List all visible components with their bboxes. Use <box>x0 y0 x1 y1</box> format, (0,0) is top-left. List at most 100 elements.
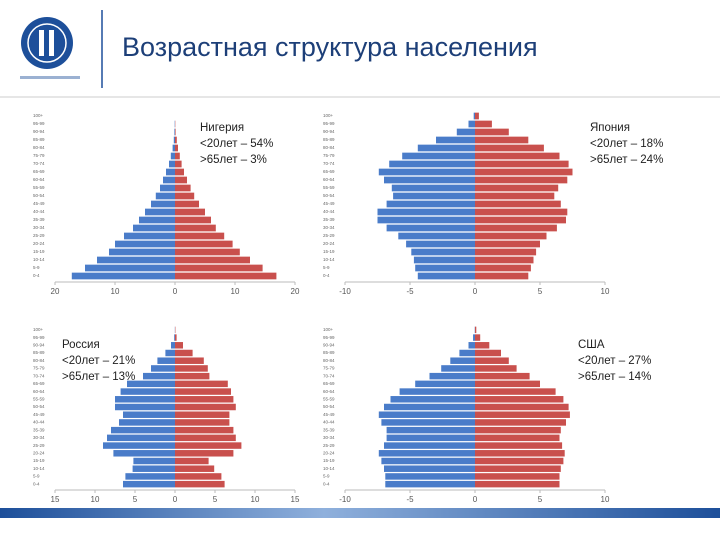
age-label: 25-29 <box>33 443 45 448</box>
bar <box>386 426 475 434</box>
bar <box>475 136 529 144</box>
bar <box>125 473 175 480</box>
bar <box>475 128 509 136</box>
x-tick-label: 5 <box>133 495 138 504</box>
bar <box>175 342 183 349</box>
age-label: 15-19 <box>323 249 335 254</box>
age-label: 15-19 <box>33 458 45 463</box>
age-label: 30-34 <box>33 435 45 440</box>
chart-note: >65лет – 13% <box>62 371 135 383</box>
bar <box>475 403 569 411</box>
bar <box>151 200 175 208</box>
x-tick-label: -10 <box>339 495 351 504</box>
bar <box>115 396 175 403</box>
age-label: 90-94 <box>33 129 45 134</box>
bar <box>175 426 234 434</box>
bar <box>386 200 475 208</box>
age-label: 20-24 <box>33 241 45 246</box>
bar <box>166 168 175 176</box>
bar <box>475 342 490 349</box>
bar <box>111 426 175 434</box>
age-label: 100+ <box>33 113 44 118</box>
age-label: 70-74 <box>323 161 335 166</box>
bar <box>103 442 175 449</box>
age-label: 45-49 <box>33 201 45 206</box>
bar <box>450 357 475 364</box>
x-tick-label: 0 <box>173 495 178 504</box>
age-label: 90-94 <box>323 129 335 134</box>
bar <box>475 442 563 449</box>
bar <box>475 411 570 418</box>
chart-label: США <box>578 339 605 351</box>
bar <box>475 465 561 472</box>
x-tick-label: 5 <box>213 495 218 504</box>
x-tick-label: 15 <box>291 495 300 504</box>
bar <box>475 434 560 442</box>
bar <box>133 457 175 465</box>
bar <box>175 403 236 411</box>
chart-note: >65лет – 14% <box>578 371 651 383</box>
bar <box>389 160 475 168</box>
bar <box>475 264 531 272</box>
bar <box>175 128 176 136</box>
bar <box>475 216 566 224</box>
age-label: 75-79 <box>323 153 335 158</box>
age-label: 100+ <box>323 327 334 332</box>
bar <box>132 465 175 472</box>
age-label: 10-14 <box>323 257 335 262</box>
bar <box>385 480 475 488</box>
bar <box>475 349 501 357</box>
bar <box>475 208 568 216</box>
bar <box>475 473 560 480</box>
bar <box>475 450 565 457</box>
age-label: 100+ <box>323 113 334 118</box>
bar <box>473 334 475 341</box>
bar <box>475 176 568 184</box>
age-label: 10-14 <box>33 466 45 471</box>
bar <box>175 473 222 480</box>
x-tick-label: 10 <box>91 495 100 504</box>
bar <box>411 248 475 256</box>
logo <box>20 17 80 79</box>
age-label: 35-39 <box>33 217 45 222</box>
bar <box>175 136 177 144</box>
age-label: 50-54 <box>323 193 335 198</box>
bar <box>175 480 225 488</box>
bar <box>175 200 199 208</box>
bar <box>160 184 175 192</box>
bar <box>175 450 234 457</box>
chart-note: <20лет – 21% <box>62 355 135 367</box>
bar <box>436 136 475 144</box>
age-label: 70-74 <box>323 373 335 378</box>
age-label: 45-49 <box>33 412 45 417</box>
bar <box>127 380 175 388</box>
bar <box>175 216 211 224</box>
bar <box>475 120 492 128</box>
age-label: 80-84 <box>323 145 335 150</box>
bar <box>163 176 175 184</box>
age-label: 10-14 <box>323 466 335 471</box>
bar <box>475 334 481 341</box>
bar <box>413 256 475 264</box>
bar <box>175 240 233 248</box>
age-label: 90-94 <box>323 342 335 347</box>
bar <box>175 349 193 357</box>
bar <box>151 365 175 372</box>
bar <box>109 248 175 256</box>
age-label: 20-24 <box>33 450 45 455</box>
bar <box>115 240 175 248</box>
age-label: 40-44 <box>323 420 335 425</box>
bar <box>378 168 475 176</box>
x-tick-label: 10 <box>601 287 610 296</box>
bar <box>71 272 175 280</box>
bar <box>157 357 175 364</box>
bar <box>377 216 475 224</box>
age-label: 60-64 <box>33 177 45 182</box>
bar <box>170 152 175 160</box>
age-label: 55-59 <box>33 396 45 401</box>
bar <box>175 419 230 426</box>
bar <box>475 200 561 208</box>
chart-note: >65лет – 3% <box>200 154 267 166</box>
bar <box>390 396 475 403</box>
bar <box>417 144 475 152</box>
